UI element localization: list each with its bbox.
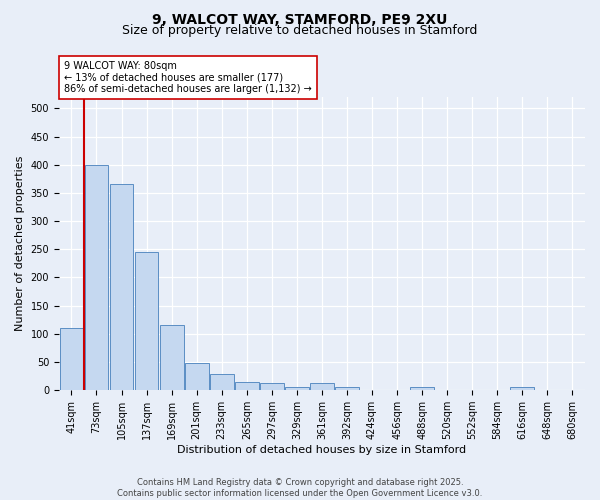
Text: 9 WALCOT WAY: 80sqm
← 13% of detached houses are smaller (177)
86% of semi-detac: 9 WALCOT WAY: 80sqm ← 13% of detached ho…	[64, 61, 312, 94]
Bar	[160, 326, 184, 390]
X-axis label: Distribution of detached houses by size in Stamford: Distribution of detached houses by size …	[178, 445, 467, 455]
Bar	[335, 388, 359, 390]
Bar	[235, 382, 259, 390]
Bar	[310, 384, 334, 390]
Text: Size of property relative to detached houses in Stamford: Size of property relative to detached ho…	[122, 24, 478, 37]
Text: 9, WALCOT WAY, STAMFORD, PE9 2XU: 9, WALCOT WAY, STAMFORD, PE9 2XU	[152, 12, 448, 26]
Bar	[59, 328, 83, 390]
Text: Contains HM Land Registry data © Crown copyright and database right 2025.
Contai: Contains HM Land Registry data © Crown c…	[118, 478, 482, 498]
Bar	[285, 388, 309, 390]
Bar	[110, 184, 133, 390]
Y-axis label: Number of detached properties: Number of detached properties	[15, 156, 25, 332]
Bar	[260, 384, 284, 390]
Bar	[185, 363, 209, 390]
Bar	[210, 374, 233, 390]
Bar	[410, 388, 434, 390]
Bar	[134, 252, 158, 390]
Bar	[85, 164, 109, 390]
Bar	[511, 388, 534, 390]
